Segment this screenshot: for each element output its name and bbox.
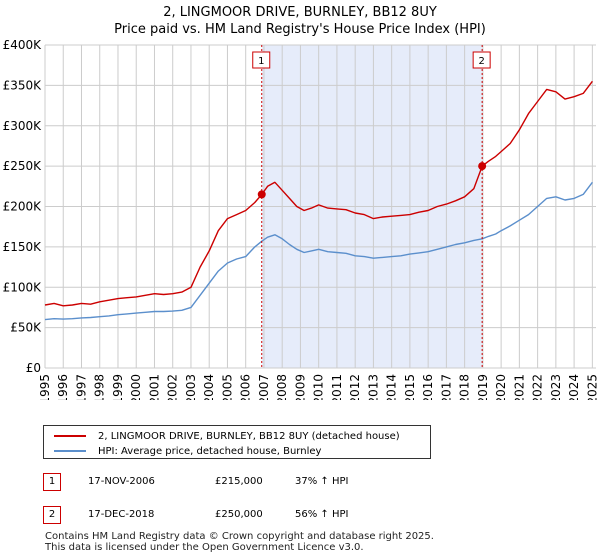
y-tick-label: £200K	[3, 200, 43, 214]
sale-date: 17-NOV-2006	[88, 476, 155, 487]
x-tick-label: 2020	[494, 374, 508, 400]
legend-label-property: 2, LINGMOOR DRIVE, BURNLEY, BB12 8UY (de…	[98, 430, 400, 442]
y-tick-label: £0	[26, 361, 41, 375]
y-tick-label: £250K	[3, 159, 43, 173]
x-tick-label: 2024	[567, 374, 581, 400]
legend-label-hpi: HPI: Average price, detached house, Burn…	[98, 445, 322, 457]
sale-price: £215,000	[215, 476, 263, 487]
legend-swatch-hpi	[54, 450, 86, 452]
sale-marker-box	[472, 51, 491, 69]
x-tick-label: 1995	[38, 374, 52, 400]
x-tick-label: 2013	[366, 374, 380, 400]
x-tick-label: 1999	[111, 374, 125, 400]
x-tick-label: 2016	[421, 374, 435, 400]
sale-hpi-change: 37% ↑ HPI	[295, 476, 349, 487]
hpi-line	[44, 181, 593, 321]
y-tick-label: £50K	[10, 321, 42, 335]
chart-title: 2, LINGMOOR DRIVE, BURNLEY, BB12 8UY	[163, 5, 437, 20]
x-tick-label: 2025	[585, 374, 599, 400]
sale-point	[478, 162, 487, 171]
x-tick-label: 2012	[348, 374, 362, 400]
x-tick-label: 1997	[74, 374, 88, 400]
sale-marker-label: 1	[258, 56, 264, 67]
y-tick-label: £150K	[3, 240, 43, 254]
x-tick-label: 2017	[439, 374, 453, 400]
x-tick-label: 2022	[531, 374, 545, 400]
sale-date: 17-DEC-2018	[88, 509, 155, 520]
footer-line-1: Contains HM Land Registry data © Crown c…	[45, 531, 434, 542]
x-tick-label: 2021	[512, 374, 526, 400]
sale-marker-label: 2	[478, 56, 484, 67]
x-tick-label: 2009	[293, 374, 307, 400]
x-tick-label: 2004	[202, 374, 216, 400]
chart-subtitle: Price paid vs. HM Land Registry's House …	[114, 22, 486, 37]
x-tick-label: 2015	[403, 374, 417, 400]
x-tick-label: 2006	[239, 374, 253, 400]
property-price-line	[44, 80, 593, 307]
x-tick-label: 2018	[458, 374, 472, 400]
y-tick-label: £400K	[3, 38, 43, 52]
x-tick-label: 2023	[549, 374, 563, 400]
x-tick-label: 2008	[275, 374, 289, 400]
x-tick-label: 2014	[385, 374, 399, 400]
y-tick-label: £350K	[3, 78, 43, 92]
x-tick-label: 1998	[93, 374, 107, 400]
chart-legend: 2, LINGMOOR DRIVE, BURNLEY, BB12 8UY (de…	[43, 425, 431, 459]
legend-item-property: 2, LINGMOOR DRIVE, BURNLEY, BB12 8UY (de…	[54, 428, 400, 444]
x-tick-label: 2001	[147, 374, 161, 400]
x-tick-label: 2003	[184, 374, 198, 400]
y-tick-label: £300K	[3, 119, 43, 133]
x-tick-label: 2000	[129, 374, 143, 400]
x-tick-label: 2011	[330, 374, 344, 400]
attribution-footer: Contains HM Land Registry data © Crown c…	[45, 531, 434, 553]
x-tick-label: 2005	[220, 374, 234, 400]
x-tick-label: 2007	[257, 374, 271, 400]
y-tick-label: £100K	[3, 280, 43, 294]
sale-marker-box	[252, 51, 271, 69]
x-tick-label: 2010	[312, 374, 326, 400]
x-tick-label: 1996	[56, 374, 70, 400]
sale-hpi-change: 56% ↑ HPI	[295, 509, 349, 520]
sale-number-badge: 1	[43, 473, 61, 491]
legend-item-hpi: HPI: Average price, detached house, Burn…	[54, 443, 321, 459]
sale-point	[257, 190, 266, 199]
legend-swatch-property	[54, 435, 86, 437]
sale-number-badge: 2	[43, 506, 61, 524]
x-tick-label: 2002	[166, 374, 180, 400]
footer-line-2: This data is licensed under the Open Gov…	[45, 542, 364, 553]
sale-price: £250,000	[215, 509, 263, 520]
price-chart: 2, LINGMOOR DRIVE, BURNLEY, BB12 8UY Pri…	[3, 5, 600, 400]
x-tick-label: 2019	[476, 374, 490, 400]
